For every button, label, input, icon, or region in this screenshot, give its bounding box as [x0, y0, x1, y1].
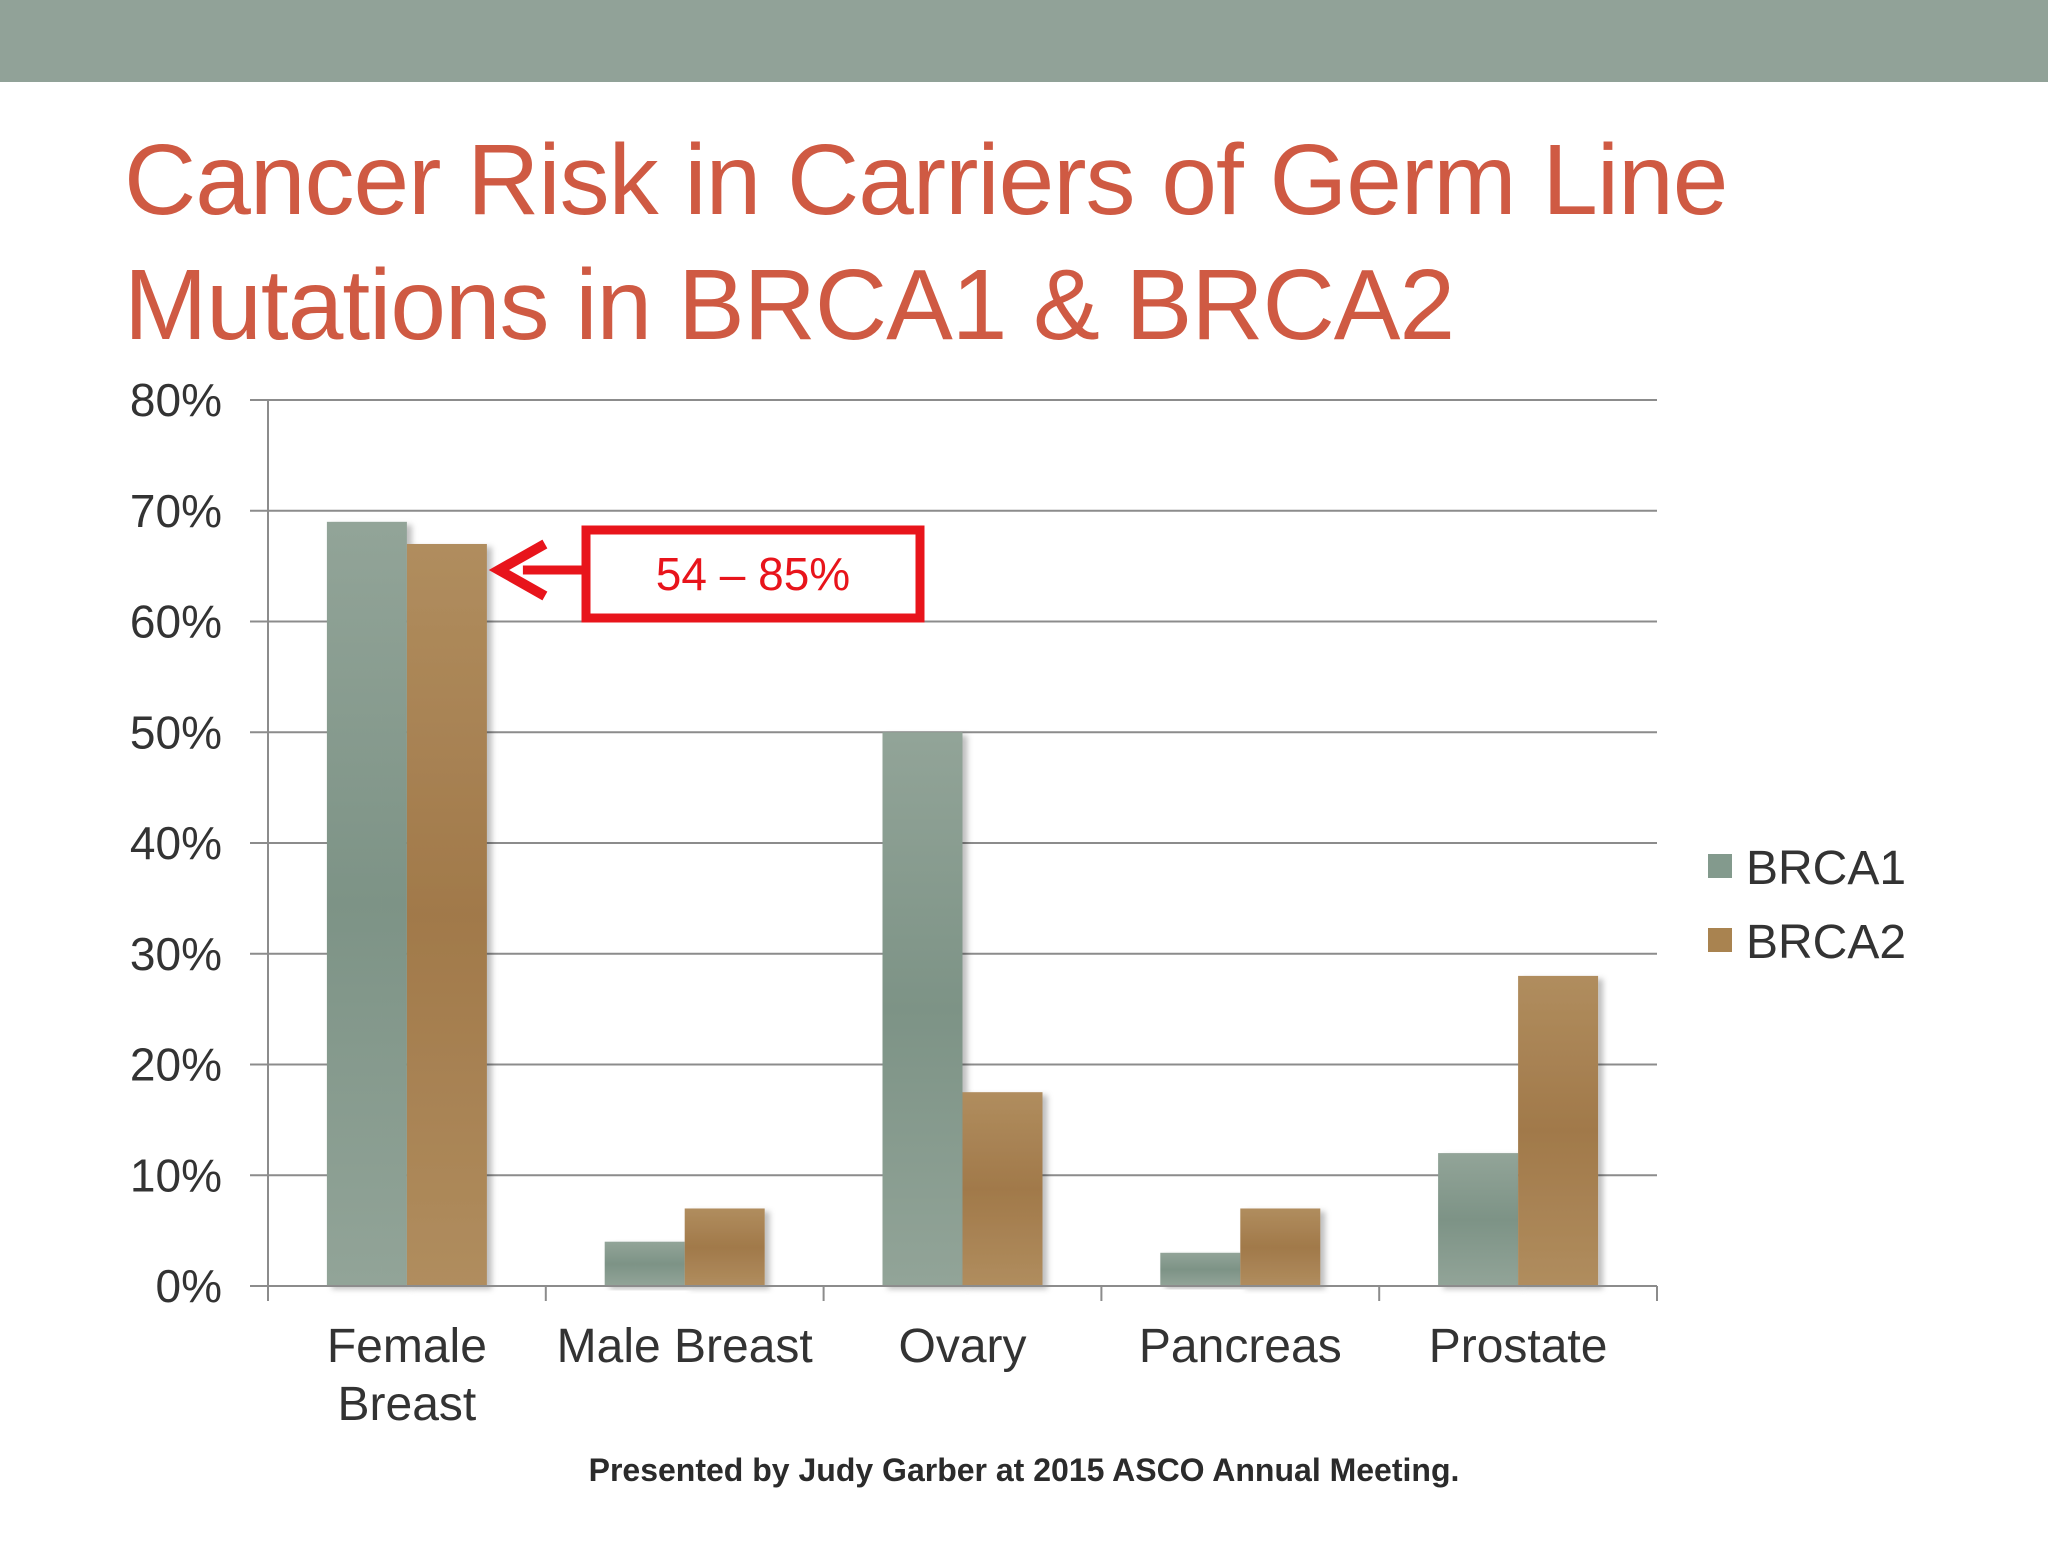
callout-arrow-head [488, 539, 548, 601]
y-tick-label: 50% [130, 706, 222, 758]
callout-label: 54 – 85% [656, 548, 850, 600]
x-category-label: Pancreas [1139, 1320, 1342, 1373]
legend-swatch-brca2 [1708, 928, 1732, 952]
y-tick-label: 80% [130, 374, 222, 426]
legend-label-brca1: BRCA1 [1746, 842, 1906, 895]
x-category-label: Prostate [1429, 1320, 1608, 1373]
header-band [0, 0, 2048, 82]
bar-brca1 [1160, 1252, 1241, 1286]
bar-brca2 [962, 1092, 1043, 1286]
x-category-label: Ovary [898, 1320, 1026, 1373]
slide-title-line-2: Mutations in BRCA1 & BRCA2 [124, 249, 1455, 361]
x-category-label: Male Breast [557, 1320, 813, 1373]
bar-brca1 [882, 732, 963, 1286]
bar-brca1 [1438, 1153, 1519, 1286]
legend-swatch-brca1 [1708, 854, 1732, 878]
slide-title-line-1: Cancer Risk in Carriers of Germ Line [124, 124, 1728, 236]
x-category-label: Breast [338, 1378, 477, 1431]
footer-credit: Presented by Judy Garber at 2015 ASCO An… [588, 1452, 1460, 1488]
bar-brca2 [684, 1208, 765, 1286]
bar-brca2 [1240, 1208, 1321, 1286]
slide-title: Cancer Risk in Carriers of Germ Line Mut… [124, 118, 1824, 368]
bar-brca2 [1518, 975, 1599, 1286]
bar-brca1 [604, 1241, 685, 1286]
y-tick-label: 70% [130, 485, 222, 537]
y-tick-label: 60% [130, 596, 222, 648]
bar-brca2 [406, 543, 487, 1286]
y-tick-label: 40% [130, 817, 222, 869]
y-tick-label: 0% [156, 1260, 222, 1312]
y-tick-label: 30% [130, 928, 222, 980]
y-tick-label: 10% [130, 1149, 222, 1201]
bar-brca1 [326, 521, 407, 1286]
legend-label-brca2: BRCA2 [1746, 916, 1906, 969]
callout-box [581, 525, 925, 623]
y-tick-label: 20% [130, 1039, 222, 1091]
x-category-label: Female [327, 1320, 487, 1373]
